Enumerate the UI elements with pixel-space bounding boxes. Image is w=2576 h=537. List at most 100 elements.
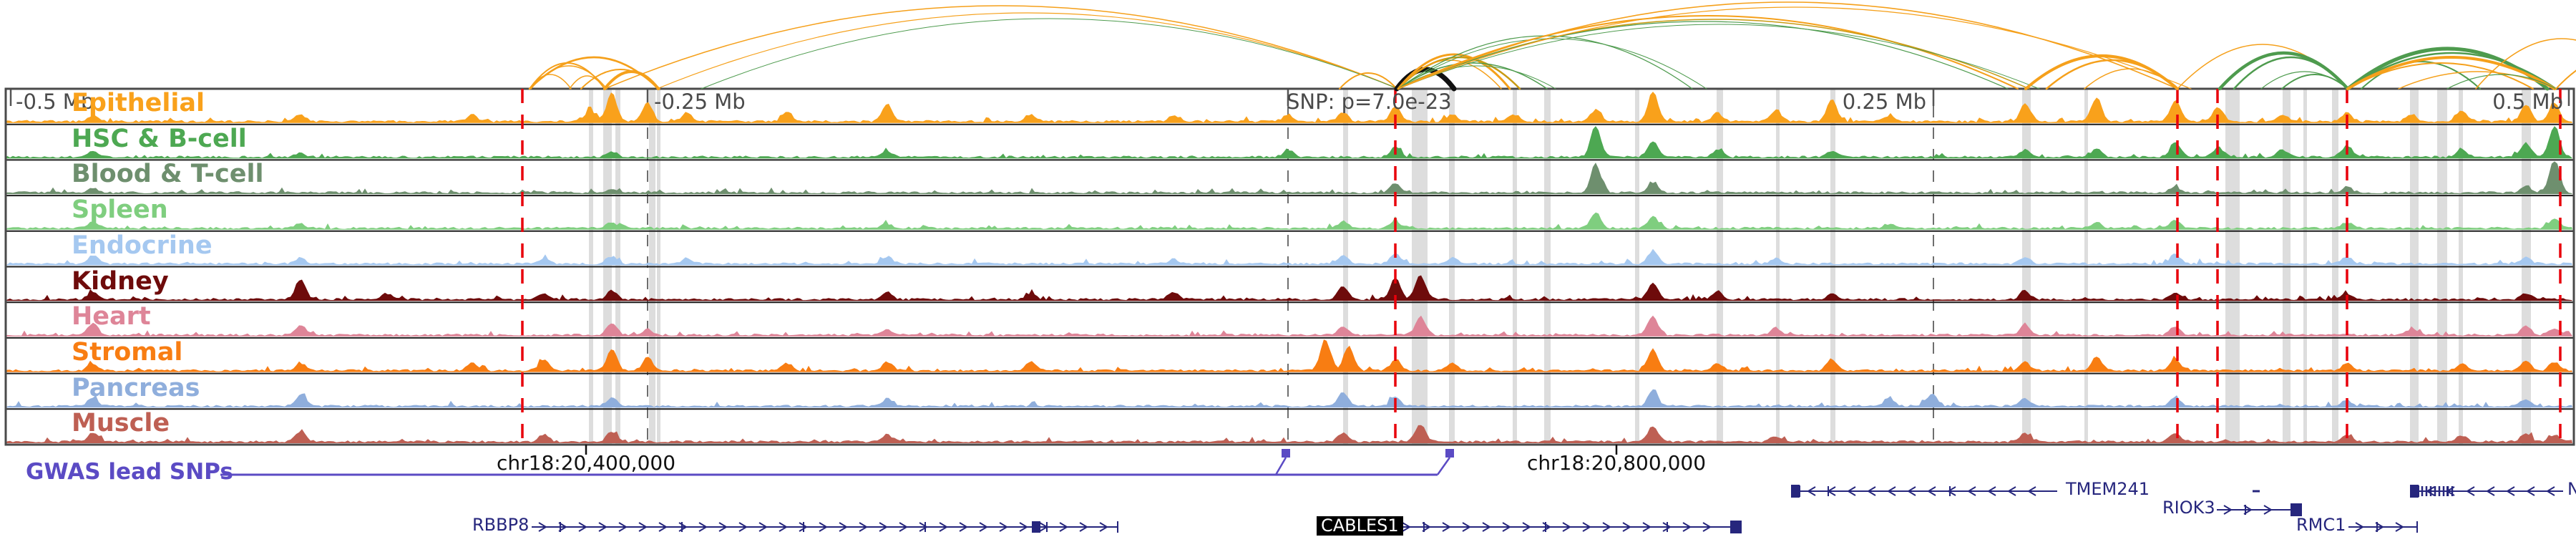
gene-strand-arrow [1602,522,1611,532]
gene-strand-arrow [2263,505,2273,515]
gene-strand-arrow [779,522,788,532]
gene-strand-arrow [1847,486,1856,496]
track-label: Pancreas [72,373,200,402]
gene-strand-arrow [1019,522,1028,532]
gene-strand-arrow [1422,522,1431,532]
gene-strand-arrow [1099,522,1108,532]
interaction-arc-green [1397,65,1556,90]
gene-strand-arrow [738,522,748,532]
interaction-arc-orange [2347,62,2534,90]
gene-strand-arrow [879,522,888,532]
gwas-snp-connector [1274,457,1287,475]
gene-label-n: N [2567,479,2576,499]
interaction-arc-orange [2475,38,2576,90]
interaction-arc-orange [604,5,1399,90]
interaction-arc-orange [1397,15,2019,90]
scale-label: SNP: p=7.0e-23 [1287,90,1452,114]
interaction-arc-orange [2398,71,2557,90]
signal-track-epithelial [6,92,2572,123]
scale-label: 0.5 Mb [2492,90,2563,114]
gene-strand-arrow [2395,522,2404,532]
gene-label-riok3: RIOK3 [2162,498,2215,518]
track-label: Kidney [72,266,169,296]
gene-strand-arrow [1622,522,1631,532]
gwas-snp-marker[interactable] [1445,449,1454,458]
gene-strand-arrow [2526,486,2535,496]
interaction-arc-orange [569,75,605,90]
gene-strand-arrow [1682,522,1692,532]
gene-strand-arrow [1947,486,1956,496]
interaction-arc-black [1394,67,1457,92]
track-label: Endocrine [72,231,213,260]
gene-strand-arrow [1807,486,1816,496]
gene-strand-arrow [1502,522,1511,532]
gene-strand-arrow [2355,522,2364,532]
track-label: Spleen [72,195,168,225]
gwas-snp-marker[interactable] [1282,449,1290,458]
gene-label-cables1: CABLES1 [1317,516,1403,536]
interaction-arc-orange [2084,68,2178,90]
gene-strand-arrow [2243,505,2253,515]
gene-strand-arrow [899,522,908,532]
gene-end-block [2290,503,2302,516]
interaction-arc-green [1397,35,1693,90]
signal-track-pancreas [6,389,2572,408]
gene-start-block [2410,485,2419,498]
plot-frame [4,87,2575,446]
gene-strand-arrow [578,522,587,532]
gene-strand-arrow [698,522,708,532]
gene-strand-arrow [1642,522,1652,532]
gene-strand-arrow [1582,522,1591,532]
gene-strand-arrow [2546,486,2555,496]
gene-strand-arrow [2027,486,2036,496]
gene-strand-arrow [758,522,768,532]
gene-strand-arrow [1059,522,1068,532]
gene-strand-arrow [2466,486,2475,496]
interaction-arc-green [2446,74,2557,90]
gene-strand-arrow [1987,486,1996,496]
gene-strand-arrow [1442,522,1451,532]
signal-track-endocrine [6,248,2572,266]
gene-strand-arrow [959,522,968,532]
gene-strand-arrow [558,522,567,532]
gene-strand-arrow [1867,486,1876,496]
coordinate-label: chr18:20,400,000 [496,451,676,475]
gene-strand-arrow [1482,522,1491,532]
interaction-arc-green [2361,61,2481,90]
gene-strand-arrow [658,522,668,532]
interaction-arc-orange [2346,56,2556,90]
track-label: Muscle [72,409,170,438]
gene-strand-arrow [919,522,928,532]
track-label: Epithelial [72,89,205,117]
signal-track-blood-t-cell [6,161,2572,195]
interaction-arc-orange [1397,59,1502,90]
gene-start-block [1791,485,1800,498]
gene-strand-arrow [799,522,808,532]
gene-strand-arrow [718,522,728,532]
gene-strand-arrow [1907,486,1916,496]
gene-end-block [1730,521,1742,533]
gene-strand-arrow [2486,486,2495,496]
gwas-snp-connector [1436,457,1451,475]
scale-label: -0.25 Mb [654,90,746,114]
interaction-arc-green [1397,24,2040,90]
interaction-arc-orange [1339,72,1397,90]
gene-strand-arrow [939,522,948,532]
interaction-arc-orange [1397,53,1511,90]
track-label: Heart [72,302,151,332]
interaction-arc-green [2281,74,2348,90]
signal-track-kidney [6,275,2572,301]
gene-strand-arrow [1522,522,1531,532]
interaction-arc-orange [1397,1,2178,90]
interaction-arc-orange [603,70,660,90]
gene-strand-arrow [538,522,547,532]
signal-track-hsc-b-cell [6,126,2572,159]
gene-strand-arrow [1927,486,1936,496]
gene-strand-arrow [1462,522,1471,532]
gene-strand-arrow [819,522,828,532]
gene-strand-arrow [2223,505,2233,515]
gene-strand-arrow [638,522,648,532]
gene-strand-arrow [999,522,1008,532]
signal-track-heart [6,315,2572,337]
